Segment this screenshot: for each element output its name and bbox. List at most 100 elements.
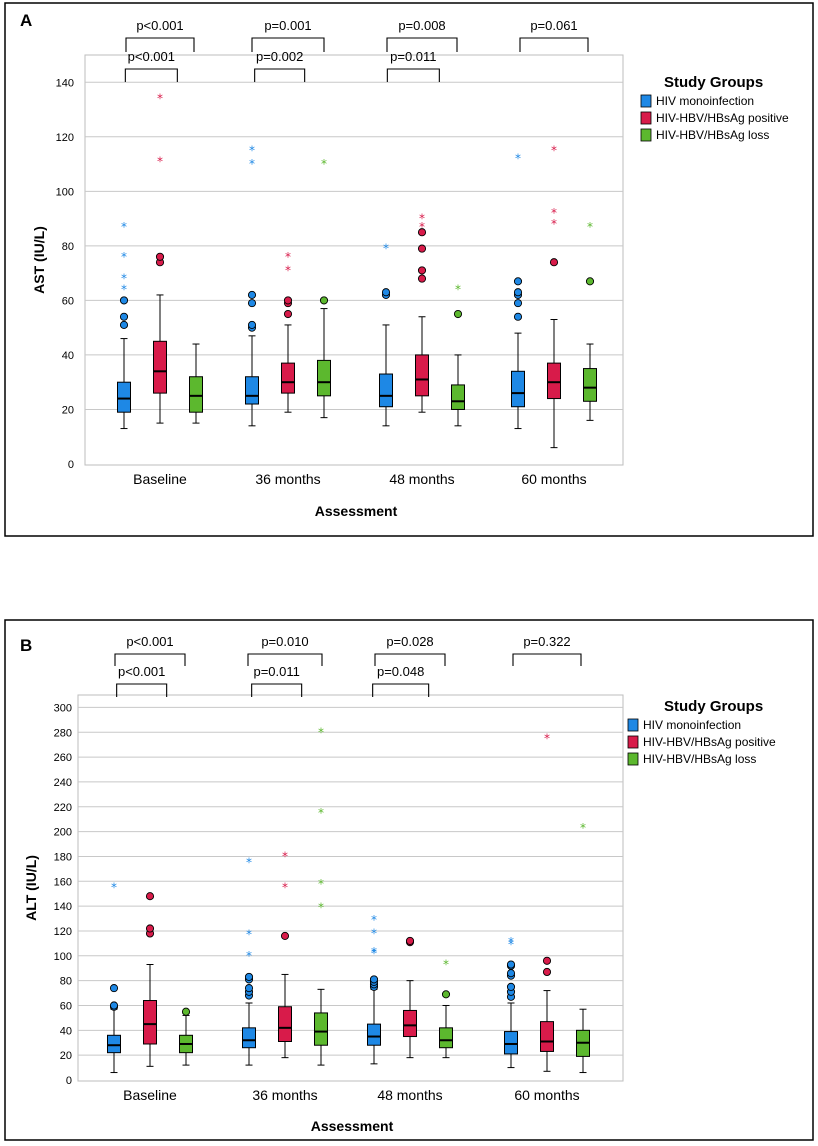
box [403,1009,417,1038]
boxplot-hbsag-loss: * [583,220,597,421]
extreme-point: * [419,220,425,234]
comparison-bracket-outer [114,653,186,666]
comparison-bracket-outer [247,653,323,666]
outlier-point [513,299,523,308]
extreme-point: * [121,272,127,286]
y-tick-label: 0 [68,459,74,471]
boxplot-hbsag-pos: ** [153,92,167,424]
extreme-point: * [371,913,377,927]
box [504,1031,518,1055]
y-tick-label: 240 [54,777,72,789]
comparison-bracket-outer [125,37,195,52]
boxplot-hbsag-pos: ** [278,849,292,1059]
outlier-point [119,320,129,329]
box [511,370,525,408]
outlier-point [381,288,391,297]
outlier-point [542,956,552,965]
comparison-bracket-outer [251,37,325,52]
outlier-point [549,258,559,267]
outlier-point [283,296,293,305]
panel-b: B 0 20 40 60 80 100 120 140 160 180 200 220 240 260 28… [4,619,814,1141]
outlier-point [513,277,523,286]
x-tick-label: Baseline [133,471,187,487]
boxplot-hbsag-pos [143,892,157,1067]
panel-b-x-ticks: Baseline 36 months 48 months 60 months [123,1087,580,1103]
y-tick-label: 140 [56,77,74,89]
p-value-outer: p=0.001 [264,18,311,33]
extreme-point: * [121,220,127,234]
y-tick-label: 60 [62,295,74,307]
outlier-point [405,936,415,945]
legend-label: HIV-HBV/HBsAg positive [656,111,789,125]
y-tick-label: 120 [54,926,72,938]
box [189,376,203,413]
box [143,1000,157,1045]
comparison-bracket-outer [386,37,458,52]
extreme-point: * [371,946,377,960]
comparison-bracket-inner [254,68,306,82]
y-tick-label: 80 [62,241,74,253]
comparison-bracket-outer [374,653,446,666]
boxplot-hbsag-loss: * [439,958,453,1059]
panel-a-x-axis-title: Assessment [315,503,398,519]
box [415,354,429,397]
panel-b-gridlines [78,706,623,1056]
panel-a: A 0 20 40 60 80 100 120 140 Baseline 36 months 48… [4,2,814,537]
boxplot-hbsag-loss: * [576,821,590,1074]
boxplot-hbsag-loss: * [317,157,331,419]
y-tick-label: 120 [56,132,74,144]
x-tick-label: 48 months [389,471,454,487]
x-tick-label: 36 months [252,1087,317,1103]
box [547,362,561,400]
p-value-inner: p<0.001 [128,49,175,64]
y-tick-label: 20 [62,404,74,416]
panel-a-gridlines [85,81,623,410]
outlier-point [283,309,293,319]
extreme-point: * [282,881,288,895]
boxplot-mono: **** [117,220,131,430]
outlier-point [417,244,427,253]
p-value-outer: p<0.001 [136,18,183,33]
extreme-point: * [508,938,514,952]
outlier-point [109,1001,119,1010]
y-tick-label: 60 [60,1000,72,1012]
p-value-outer: p=0.008 [398,18,445,33]
p-value-outer: p<0.001 [126,634,173,649]
extreme-point: * [551,217,557,231]
legend-swatch [627,718,639,732]
extreme-point: * [121,282,127,296]
legend-label: HIV monoinfection [656,94,754,108]
legend-swatch [627,735,639,749]
panel-b-x-axis-title: Assessment [311,1118,394,1134]
outlier-point [247,290,257,299]
box [540,1021,554,1052]
outlier-point [181,1007,191,1016]
panel-a-comparisons: p<0.001 p<0.001 p=0.001 p=0.002 p=0.008 p=0.0… [124,18,589,82]
extreme-point: * [455,282,461,296]
extreme-point: * [318,877,324,891]
box [242,1027,256,1049]
box [281,362,295,394]
y-tick-label: 160 [54,876,72,888]
boxplot-hbsag-loss: * [451,282,465,427]
extreme-point: * [580,821,586,835]
comparison-bracket-inner [251,683,303,697]
y-tick-label: 280 [54,727,72,739]
outlier-point [119,312,129,321]
outlier-point [453,309,463,319]
box [367,1023,381,1046]
boxplot-mono: ** [245,143,259,427]
extreme-point: * [157,92,163,106]
outlier-point [244,972,254,981]
extreme-point: * [515,152,521,166]
boxplot-mono: * [107,881,121,1074]
panel-b-letter: B [20,636,32,655]
outlier-point [417,274,427,283]
y-tick-label: 40 [62,350,74,362]
panel-a-boxes: ************** ****** [117,92,597,449]
extreme-point: * [285,263,291,277]
legend-label: HIV-HBV/HBsAg loss [643,752,756,766]
y-tick-label: 0 [66,1075,72,1087]
boxplot-hbsag-pos: ** [415,212,429,413]
